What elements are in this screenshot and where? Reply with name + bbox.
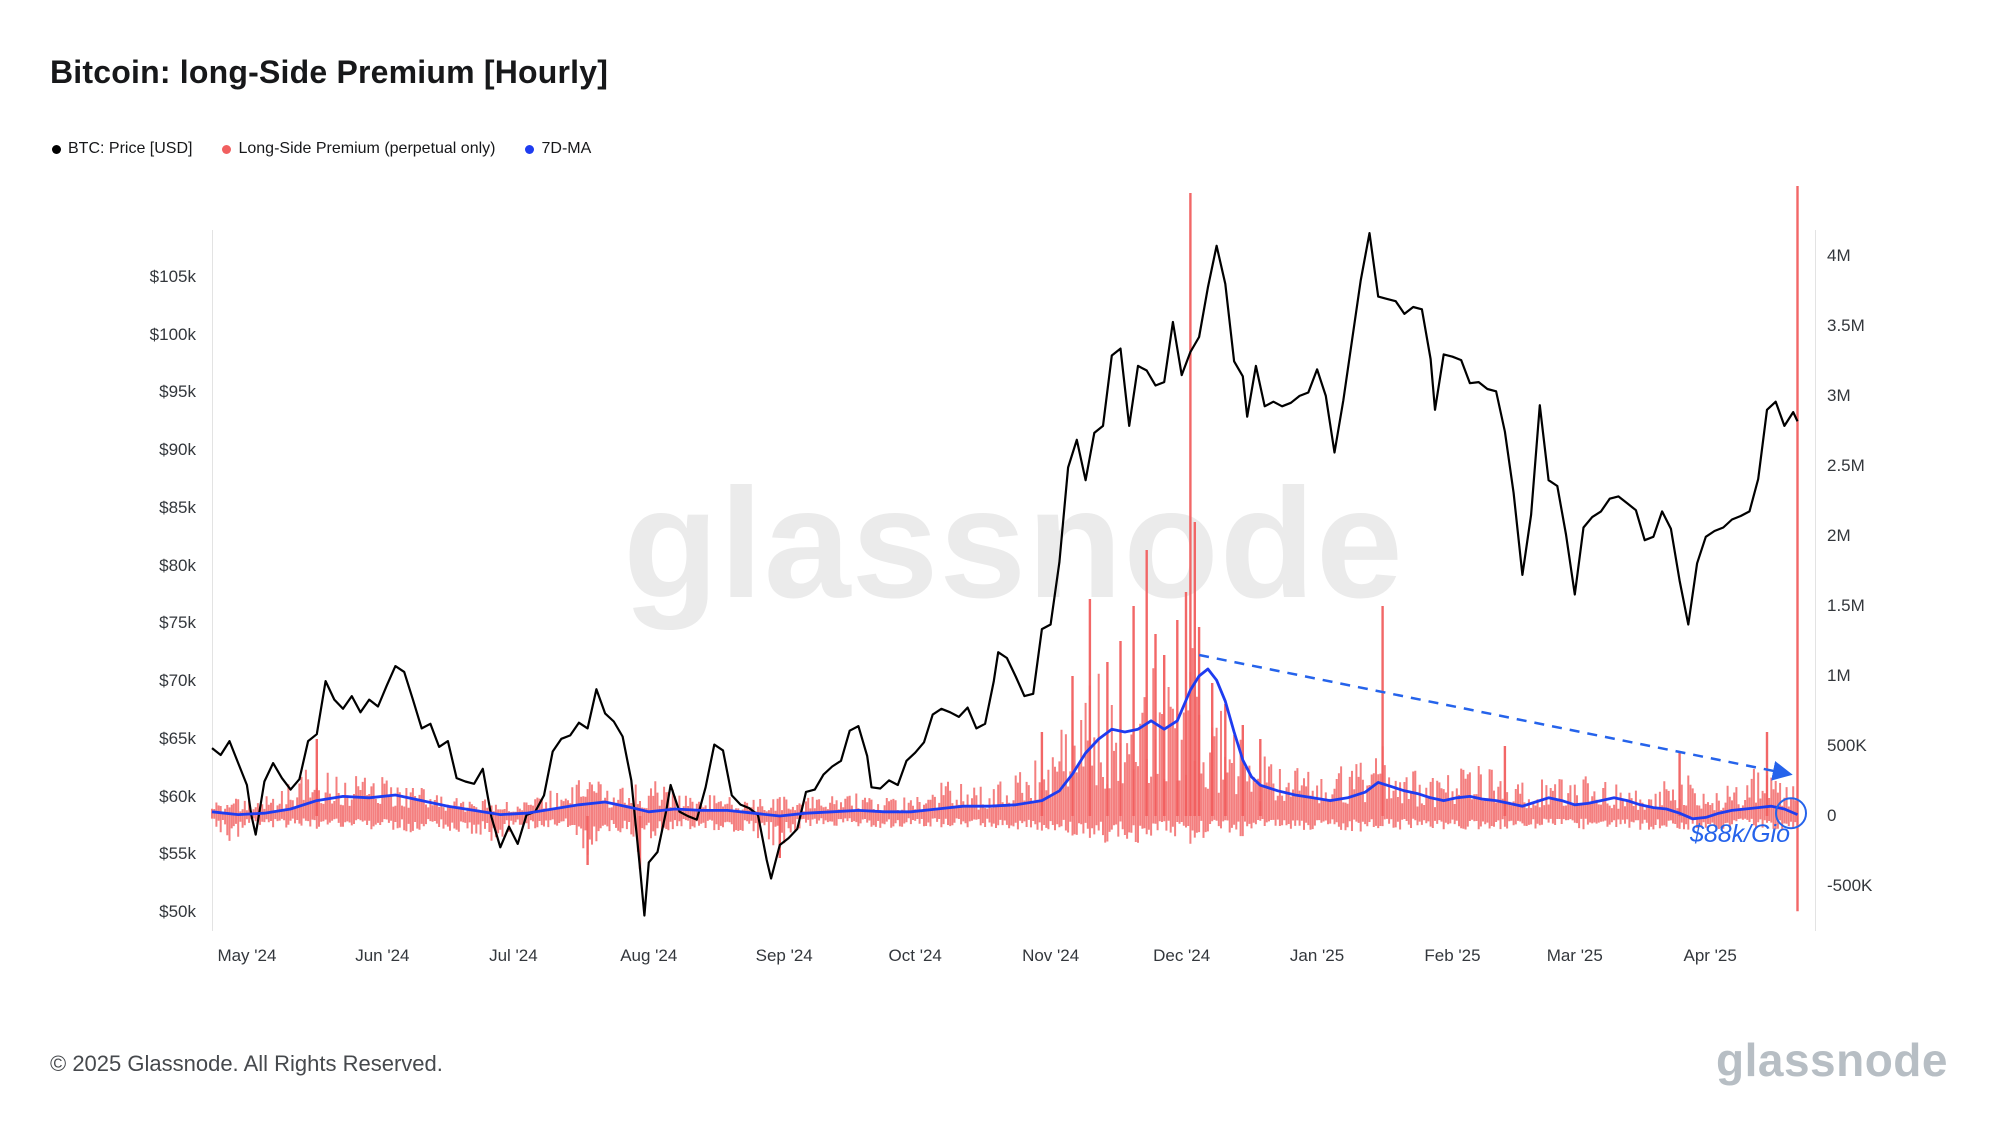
x-axis-tick: Jan '25: [1289, 946, 1345, 965]
y-axis-left-tick: $80k: [159, 555, 196, 575]
x-axis-tick: May '24: [217, 946, 277, 965]
legend-label-btc-price: BTC: Price [USD]: [68, 140, 193, 157]
y-axis-left-tick: $105k: [149, 267, 196, 286]
y-axis-right-tick: 2M: [1827, 526, 1851, 545]
x-axis-tick: Jun '24: [355, 946, 410, 965]
y-axis-right-tick: 1M: [1827, 666, 1851, 685]
y-axis-left-tick: $75k: [159, 613, 196, 633]
chart-title: Bitcoin: long-Side Premium [Hourly]: [50, 54, 609, 91]
y-axis-left-tick: $85k: [159, 497, 196, 517]
glassnode-logo: glassnode: [1715, 1034, 1948, 1086]
highlight-circle: [1775, 797, 1807, 830]
premium-bars: [211, 648, 1799, 855]
x-axis-tick: Jul '24: [489, 946, 538, 965]
legend-item-btc-price[interactable]: BTC: Price [USD]: [52, 140, 192, 158]
legend-item-7d-ma[interactable]: 7D-MA: [525, 140, 591, 158]
trend-arrow: [1198, 653, 1793, 781]
x-axis-tick: Sep '24: [755, 946, 813, 965]
y-axis-right-tick: 3.5M: [1827, 316, 1865, 335]
legend-dot-red-icon: [222, 144, 232, 154]
copyright: © 2025 Glassnode. All Rights Reserved.: [50, 1051, 443, 1076]
y-axis-left-tick: $60k: [159, 786, 196, 806]
y-axis-right-tick: 500K: [1827, 736, 1867, 755]
y-axis-right-tick: 0: [1827, 806, 1837, 825]
y-axis-left-tick: $95k: [159, 382, 196, 402]
x-axis-tick: Nov '24: [1022, 946, 1080, 965]
legend-label-long-side-premium: Long-Side Premium (perpetual only): [238, 140, 496, 157]
legend-dot-blue-icon: [525, 144, 535, 154]
legend: BTC: Price [USD] Long-Side Premium (perp…: [52, 140, 591, 158]
x-axis-tick: Oct '24: [888, 946, 942, 965]
ma7-line: [211, 667, 1799, 821]
x-axis-tick: Apr '25: [1683, 946, 1737, 965]
x-axis-tick: Mar '25: [1546, 946, 1603, 965]
y-axis-left-tick: $50k: [159, 902, 196, 921]
legend-dot-black-icon: [52, 144, 61, 154]
legend-label-7d-ma: 7D-MA: [541, 140, 592, 157]
legend-item-long-side-premium[interactable]: Long-Side Premium (perpetual only): [222, 140, 495, 158]
y-axis-left-tick: $70k: [159, 671, 196, 691]
y-axis-right-tick: 2.5M: [1827, 456, 1865, 475]
y-axis-right-tick: 1.5M: [1827, 596, 1865, 615]
btc-price-line: [211, 232, 1799, 917]
x-axis-tick: Feb '25: [1424, 946, 1481, 965]
y-axis-left-tick: $90k: [159, 440, 196, 460]
y-axis-right-tick: 3M: [1827, 386, 1851, 405]
premium-spikes: [315, 186, 1799, 912]
x-axis-tick: Aug '24: [620, 946, 678, 965]
price-annotation: $88k/Gio: [1689, 820, 1790, 848]
x-axis-tick: Dec '24: [1153, 946, 1211, 965]
y-axis-right-tick: 4M: [1827, 246, 1851, 265]
y-axis-left-tick: $65k: [159, 728, 196, 748]
y-axis-right-tick: -500K: [1827, 876, 1873, 895]
y-axis-left-tick: $100k: [149, 324, 196, 344]
y-axis-left-tick: $55k: [159, 844, 196, 864]
